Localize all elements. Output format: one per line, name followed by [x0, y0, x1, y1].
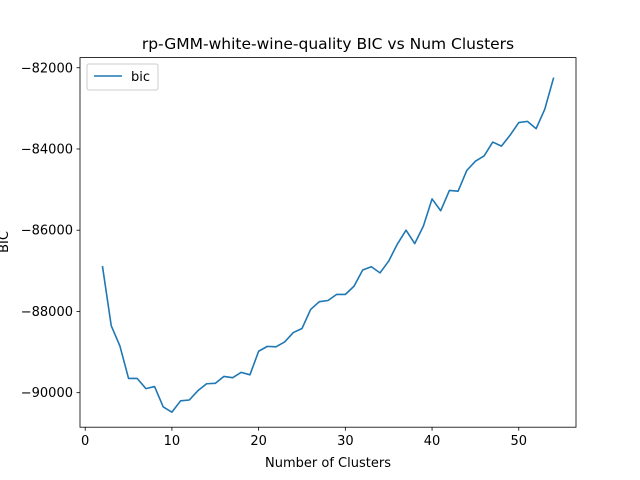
x-tick-label: 40	[424, 434, 441, 449]
y-tick-label: −88000	[21, 305, 73, 320]
legend-box	[86, 63, 159, 91]
y-tick-label: −90000	[21, 386, 73, 401]
legend: bic	[86, 63, 159, 91]
y-tick-label: −82000	[21, 61, 73, 76]
x-tick-label: 30	[337, 434, 354, 449]
plot-frame	[79, 57, 577, 428]
plot-area	[80, 57, 576, 428]
chart-marks: 0 10 20 30 40 50 −90000 −88000 −86000 −84000 −8200…	[21, 61, 555, 449]
x-axis-label: Number of Clusters	[265, 456, 391, 471]
x-tick-label: 20	[250, 434, 267, 449]
y-axis-label: BIC	[0, 231, 12, 253]
y-tick-label: −86000	[21, 224, 73, 239]
x-tick-label: 50	[510, 434, 527, 449]
y-tick-label: −84000	[21, 142, 73, 157]
legend-label-bic: bic	[131, 70, 150, 85]
x-tick-label: 0	[81, 434, 89, 449]
x-tick-label: 10	[164, 434, 181, 449]
chart-title: rp-GMM-white-wine-quality BIC vs Num Clu…	[142, 35, 514, 53]
